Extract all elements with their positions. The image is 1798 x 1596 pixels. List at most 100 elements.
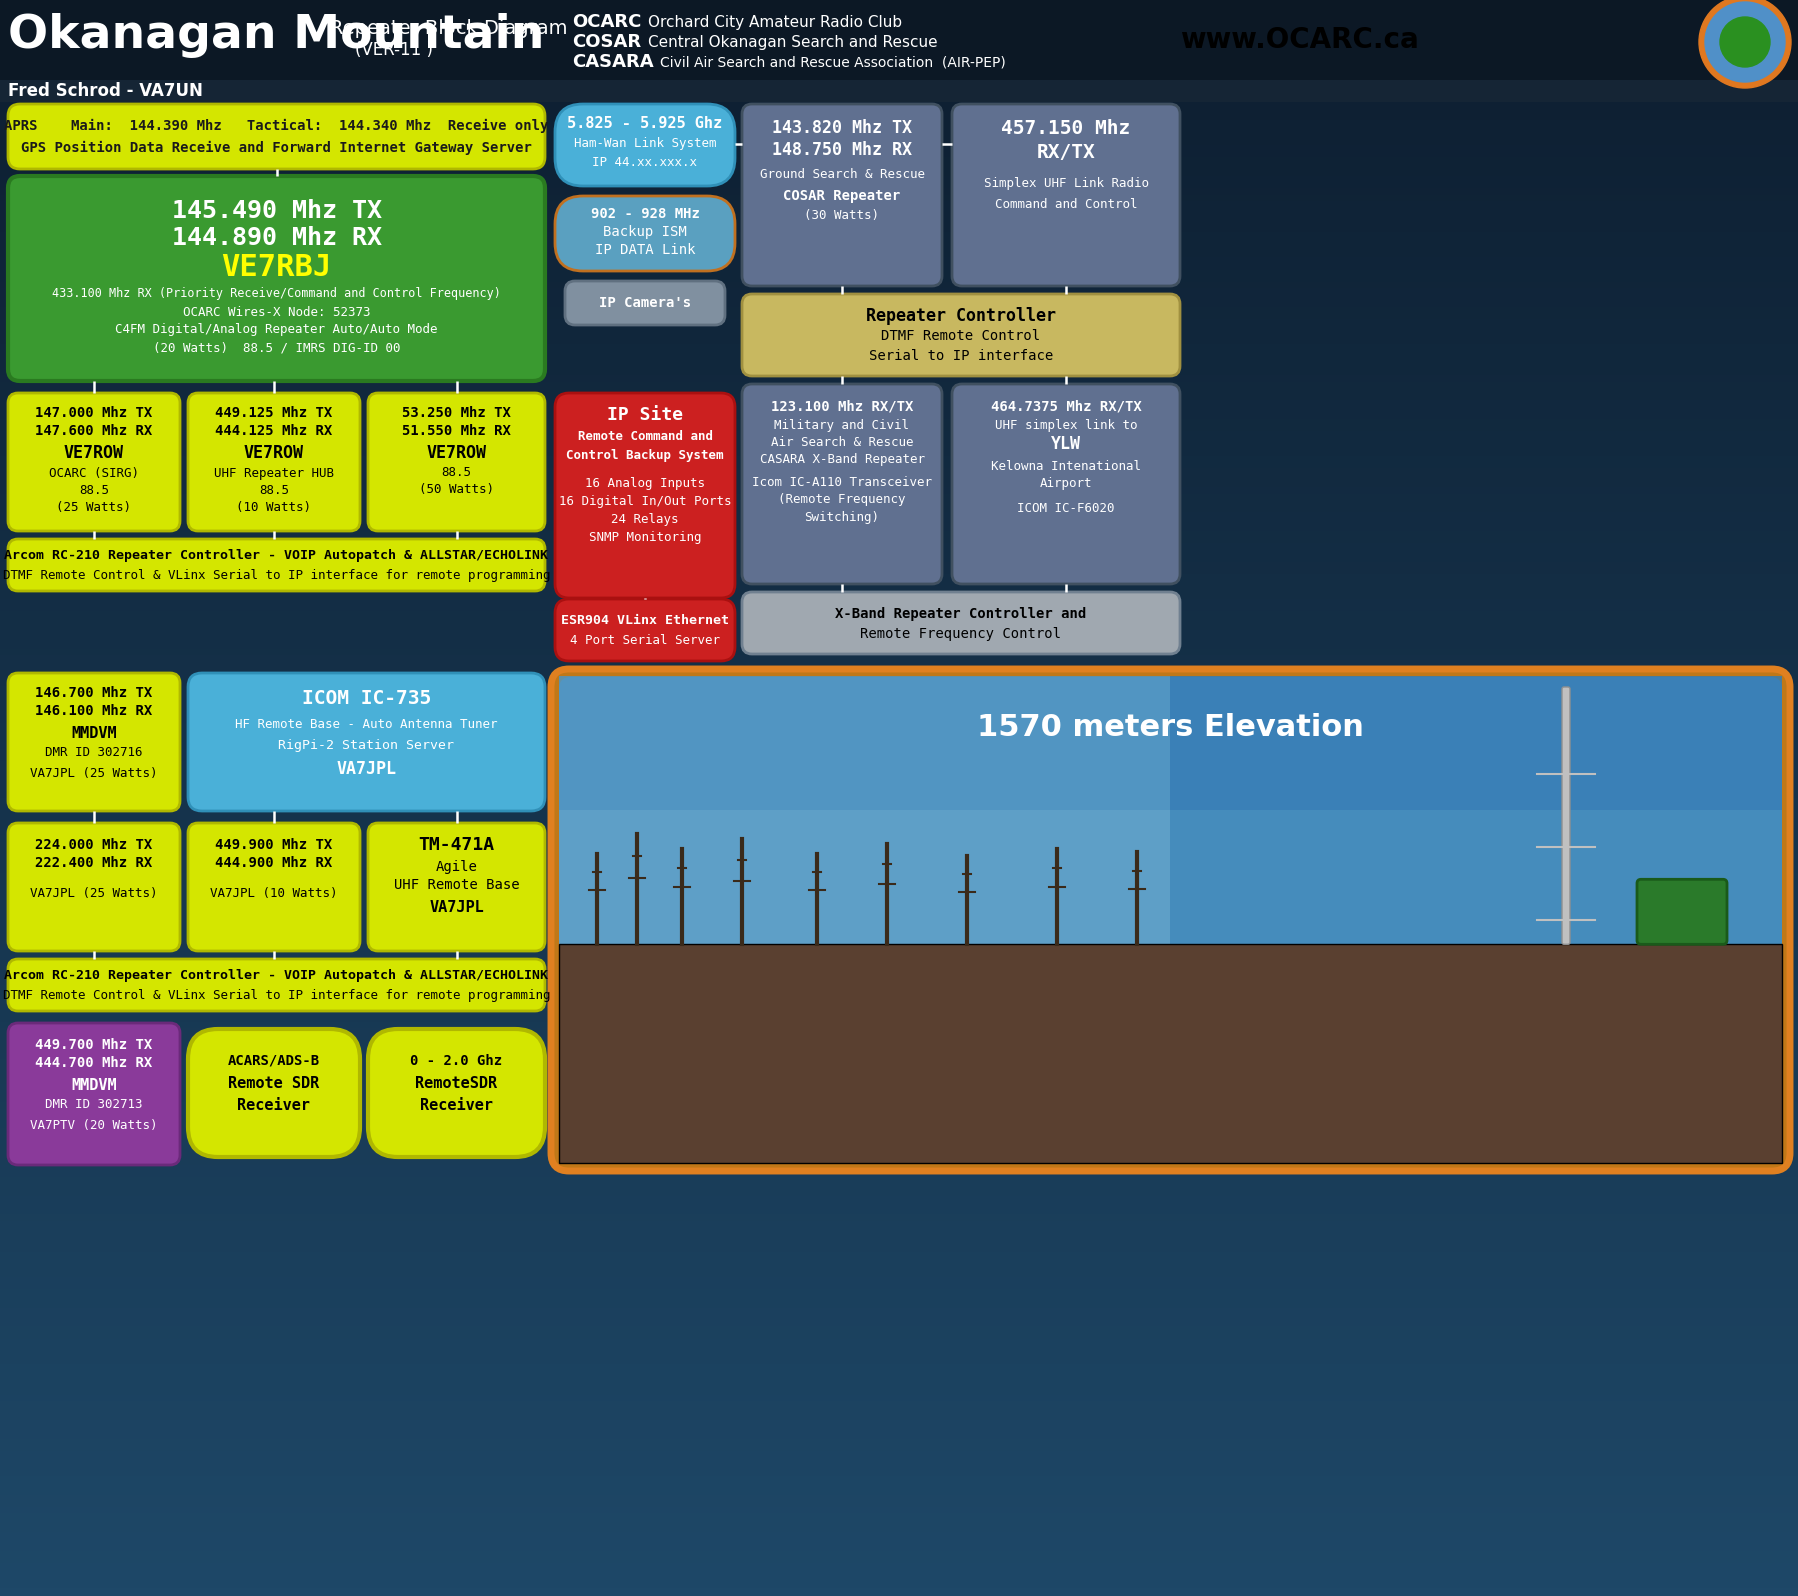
Text: Military and Civil: Military and Civil (775, 420, 910, 433)
Text: 449.700 Mhz TX: 449.700 Mhz TX (36, 1037, 153, 1052)
Text: UHF Remote Base: UHF Remote Base (394, 878, 520, 892)
FancyBboxPatch shape (189, 824, 360, 951)
Text: COSAR Repeater: COSAR Repeater (784, 188, 901, 203)
FancyBboxPatch shape (556, 393, 735, 598)
Text: GPS Position Data Receive and Forward Internet Gateway Server: GPS Position Data Receive and Forward In… (22, 140, 532, 155)
Text: IP Site: IP Site (608, 405, 683, 425)
Text: (Remote Frequency: (Remote Frequency (779, 493, 906, 506)
Text: DTMF Remote Control & VLinx Serial to IP interface for remote programming: DTMF Remote Control & VLinx Serial to IP… (4, 568, 550, 581)
Text: 143.820 Mhz TX: 143.820 Mhz TX (771, 120, 912, 137)
Text: 464.7375 Mhz RX/TX: 464.7375 Mhz RX/TX (991, 399, 1142, 413)
Text: ICOM IC-F6020: ICOM IC-F6020 (1018, 501, 1115, 514)
Circle shape (1705, 2, 1785, 81)
Text: 146.100 Mhz RX: 146.100 Mhz RX (36, 704, 153, 718)
Text: Airport: Airport (1039, 477, 1091, 490)
Text: (50 Watts): (50 Watts) (419, 484, 494, 496)
Text: DMR ID 302713: DMR ID 302713 (45, 1098, 142, 1111)
Text: ACARS/ADS-B: ACARS/ADS-B (228, 1053, 320, 1068)
FancyBboxPatch shape (369, 1029, 545, 1157)
Text: X-Band Repeater Controller and: X-Band Repeater Controller and (836, 606, 1086, 621)
FancyBboxPatch shape (550, 669, 1791, 1171)
FancyBboxPatch shape (556, 598, 735, 661)
Text: Switching): Switching) (804, 511, 879, 523)
FancyBboxPatch shape (7, 176, 545, 381)
Text: Orchard City Amateur Radio Club: Orchard City Amateur Radio Club (647, 14, 903, 29)
Text: VA7JPL (25 Watts): VA7JPL (25 Watts) (31, 766, 158, 779)
FancyBboxPatch shape (189, 674, 545, 811)
FancyBboxPatch shape (7, 104, 545, 169)
FancyBboxPatch shape (559, 677, 1782, 1163)
Text: VE7RBJ: VE7RBJ (221, 252, 331, 281)
Text: DTMF Remote Control: DTMF Remote Control (881, 329, 1041, 343)
Text: VE7ROW: VE7ROW (65, 444, 124, 461)
Text: IP Camera's: IP Camera's (599, 295, 690, 310)
Text: C4FM Digital/Analog Repeater Auto/Auto Mode: C4FM Digital/Analog Repeater Auto/Auto M… (115, 324, 437, 337)
Text: Icom IC-A110 Transceiver: Icom IC-A110 Transceiver (752, 476, 931, 488)
FancyBboxPatch shape (0, 0, 1798, 80)
Circle shape (1721, 18, 1769, 67)
Text: 222.400 Mhz RX: 222.400 Mhz RX (36, 855, 153, 870)
Text: Remote Command and: Remote Command and (577, 431, 712, 444)
Text: Fred Schrod - VA7UN: Fred Schrod - VA7UN (7, 81, 203, 101)
Text: 444.700 Mhz RX: 444.700 Mhz RX (36, 1057, 153, 1069)
Text: Serial to IP interface: Serial to IP interface (868, 350, 1054, 362)
FancyBboxPatch shape (559, 945, 1782, 1163)
Text: 88.5: 88.5 (442, 466, 471, 479)
Text: 148.750 Mhz RX: 148.750 Mhz RX (771, 140, 912, 160)
FancyBboxPatch shape (951, 385, 1179, 584)
Text: VE7ROW: VE7ROW (426, 444, 487, 461)
Text: RemoteSDR: RemoteSDR (415, 1076, 498, 1090)
Text: 145.490 Mhz TX: 145.490 Mhz TX (171, 200, 381, 223)
Text: ICOM IC-735: ICOM IC-735 (302, 689, 432, 709)
FancyBboxPatch shape (556, 104, 735, 187)
Text: (10 Watts): (10 Watts) (237, 501, 311, 514)
Text: SNMP Monitoring: SNMP Monitoring (588, 530, 701, 544)
Text: 24 Relays: 24 Relays (611, 512, 680, 525)
Text: CASARA: CASARA (572, 53, 654, 70)
Text: 444.125 Mhz RX: 444.125 Mhz RX (216, 425, 333, 437)
FancyBboxPatch shape (7, 959, 545, 1010)
Text: Command and Control: Command and Control (994, 198, 1138, 211)
Text: (25 Watts): (25 Watts) (56, 501, 131, 514)
FancyBboxPatch shape (565, 281, 725, 326)
Text: OCARC (SIRG): OCARC (SIRG) (49, 466, 138, 479)
Text: 449.900 Mhz TX: 449.900 Mhz TX (216, 838, 333, 852)
Text: COSAR: COSAR (572, 34, 642, 51)
FancyBboxPatch shape (7, 1023, 180, 1165)
Text: APRS    Main:  144.390 Mhz   Tactical:  144.340 Mhz  Receive only: APRS Main: 144.390 Mhz Tactical: 144.340… (4, 120, 548, 132)
Text: 16 Analog Inputs: 16 Analog Inputs (584, 477, 705, 490)
FancyBboxPatch shape (369, 824, 545, 951)
Text: HF Remote Base - Auto Antenna Tuner: HF Remote Base - Auto Antenna Tuner (236, 718, 498, 731)
Text: Kelowna Intenational: Kelowna Intenational (991, 460, 1142, 472)
Text: 51.550 Mhz RX: 51.550 Mhz RX (403, 425, 511, 437)
Text: Repeater Controller: Repeater Controller (867, 306, 1055, 326)
Text: 1570 meters Elevation: 1570 meters Elevation (976, 712, 1365, 742)
FancyBboxPatch shape (369, 393, 545, 531)
Text: Remote Frequency Control: Remote Frequency Control (861, 627, 1061, 642)
Text: VA7JPL (10 Watts): VA7JPL (10 Watts) (210, 886, 338, 900)
FancyBboxPatch shape (7, 393, 180, 531)
Text: DTMF Remote Control & VLinx Serial to IP interface for remote programming: DTMF Remote Control & VLinx Serial to IP… (4, 988, 550, 1002)
Text: Backup ISM: Backup ISM (602, 225, 687, 239)
Text: 88.5: 88.5 (79, 484, 110, 496)
Text: MMDVM: MMDVM (72, 726, 117, 741)
FancyBboxPatch shape (951, 104, 1179, 286)
Text: 147.600 Mhz RX: 147.600 Mhz RX (36, 425, 153, 437)
Text: 53.250 Mhz TX: 53.250 Mhz TX (403, 405, 511, 420)
Text: Repeater Block Diagram: Repeater Block Diagram (331, 19, 568, 37)
Text: VA7JPL: VA7JPL (336, 760, 397, 777)
Text: 88.5: 88.5 (259, 484, 289, 496)
Text: 444.900 Mhz RX: 444.900 Mhz RX (216, 855, 333, 870)
Text: 4 Port Serial Server: 4 Port Serial Server (570, 635, 719, 648)
FancyBboxPatch shape (743, 592, 1179, 654)
Text: Receiver: Receiver (421, 1098, 493, 1112)
Text: 902 - 928 MHz: 902 - 928 MHz (590, 207, 699, 220)
Text: YLW: YLW (1052, 436, 1081, 453)
Text: IP DATA Link: IP DATA Link (595, 243, 696, 257)
FancyBboxPatch shape (743, 294, 1179, 377)
Text: ESR904 VLinx Ethernet: ESR904 VLinx Ethernet (561, 614, 728, 627)
FancyBboxPatch shape (7, 539, 545, 591)
Text: Control Backup System: Control Backup System (566, 448, 725, 461)
Text: Air Search & Rescue: Air Search & Rescue (771, 436, 913, 450)
Text: CASARA X-Band Repeater: CASARA X-Band Repeater (759, 453, 924, 466)
